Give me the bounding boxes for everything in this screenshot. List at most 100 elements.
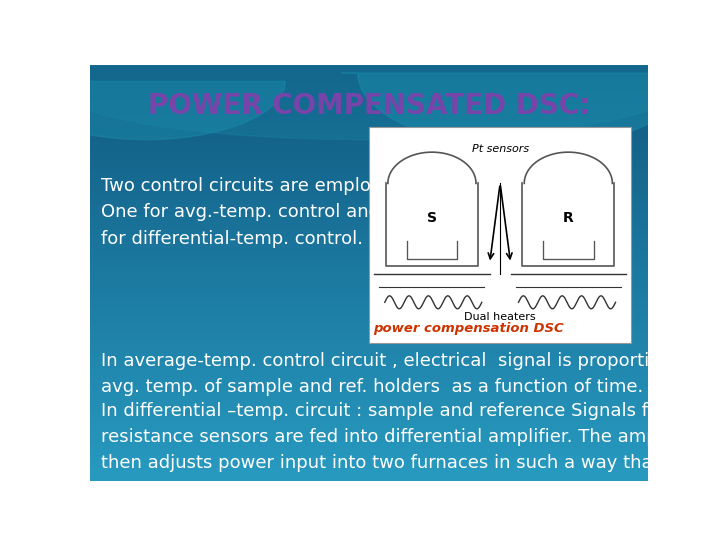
Bar: [90, 212, 648, 214]
Bar: [90, 302, 648, 304]
Bar: [90, 472, 648, 474]
Bar: [90, 77, 648, 79]
Bar: [90, 387, 648, 389]
Bar: [90, 168, 648, 171]
Bar: [90, 158, 648, 160]
Bar: [90, 368, 648, 370]
Bar: [90, 148, 648, 150]
Bar: [90, 446, 648, 447]
Bar: [90, 273, 648, 275]
Bar: [90, 370, 648, 373]
Bar: [90, 454, 648, 456]
Bar: [90, 408, 648, 410]
Bar: [90, 439, 648, 441]
Bar: [90, 104, 648, 106]
Bar: [90, 109, 648, 111]
Bar: [90, 327, 648, 329]
Bar: [90, 198, 648, 200]
Bar: [90, 476, 648, 478]
Polygon shape: [62, 65, 676, 140]
Bar: [90, 356, 648, 358]
Bar: [90, 221, 648, 223]
Bar: [90, 183, 648, 185]
Bar: [90, 187, 648, 190]
Bar: [90, 352, 648, 354]
Bar: [90, 314, 648, 316]
Bar: [90, 127, 648, 129]
Bar: [90, 422, 648, 424]
Bar: [90, 389, 648, 391]
Bar: [90, 381, 648, 383]
Bar: [90, 433, 648, 435]
Bar: [90, 175, 648, 177]
Bar: [90, 322, 648, 325]
Bar: [90, 141, 648, 144]
Bar: [90, 79, 648, 82]
Bar: [90, 266, 648, 268]
Bar: [90, 339, 648, 341]
Bar: [90, 192, 648, 194]
Bar: [90, 160, 648, 163]
Bar: [90, 281, 648, 283]
Bar: [90, 464, 648, 466]
Bar: [90, 225, 648, 227]
Bar: [90, 100, 648, 102]
Bar: [90, 102, 648, 104]
Bar: [90, 98, 648, 100]
Bar: [90, 319, 648, 321]
Bar: [90, 316, 648, 319]
Bar: [90, 241, 648, 244]
Bar: [90, 393, 648, 395]
Bar: [90, 163, 648, 165]
Bar: [90, 449, 648, 451]
Bar: [90, 373, 648, 375]
Bar: [90, 364, 648, 366]
Bar: [90, 90, 648, 92]
Text: POWER COMPENSATED DSC:: POWER COMPENSATED DSC:: [148, 92, 590, 120]
Bar: [90, 437, 648, 439]
Bar: [90, 256, 648, 258]
Bar: [90, 156, 648, 158]
Bar: [90, 335, 648, 337]
Bar: [90, 179, 648, 181]
Bar: [90, 271, 648, 273]
Bar: [90, 260, 648, 262]
Bar: [90, 341, 648, 343]
Bar: [90, 416, 648, 418]
Bar: [90, 171, 648, 173]
Text: R: R: [563, 211, 574, 225]
Bar: [90, 285, 648, 287]
Bar: [90, 431, 648, 433]
Polygon shape: [341, 73, 693, 148]
Bar: [90, 123, 648, 125]
Bar: [90, 258, 648, 260]
Bar: [90, 404, 648, 406]
Bar: [90, 312, 648, 314]
Bar: [90, 167, 648, 168]
Bar: [90, 337, 648, 339]
Bar: [90, 85, 648, 87]
Text: S: S: [427, 211, 437, 225]
Bar: [90, 298, 648, 300]
Bar: [90, 185, 648, 187]
Bar: [90, 460, 648, 462]
Bar: [90, 210, 648, 212]
Bar: [90, 410, 648, 412]
Bar: [90, 418, 648, 420]
Bar: [90, 133, 648, 136]
Bar: [90, 443, 648, 446]
Text: Pt sensors: Pt sensors: [472, 144, 528, 154]
Bar: [90, 478, 648, 481]
Text: In differential –temp. circuit : sample and reference Signals from platinum
resi: In differential –temp. circuit : sample …: [101, 402, 720, 499]
Bar: [90, 140, 648, 141]
Bar: [90, 69, 648, 71]
Bar: [90, 250, 648, 252]
Bar: [90, 204, 648, 206]
Bar: [90, 308, 648, 310]
Bar: [90, 360, 648, 362]
Bar: [90, 194, 648, 196]
Bar: [90, 402, 648, 404]
Bar: [90, 420, 648, 422]
Bar: [90, 397, 648, 400]
Bar: [90, 466, 648, 468]
